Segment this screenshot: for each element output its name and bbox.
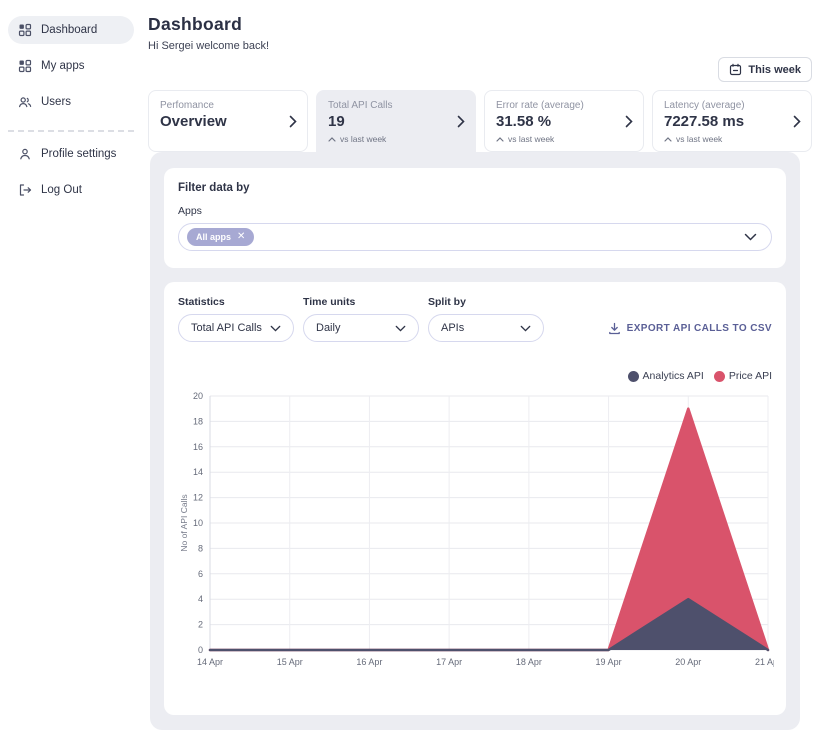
period-selector-button[interactable]: This week [718, 57, 812, 82]
export-csv-button[interactable]: EXPORT API CALLS TO CSV [608, 322, 772, 335]
sidebar-item-label: Profile settings [41, 148, 117, 160]
chevron-right-icon [793, 115, 801, 128]
grid-icon [18, 23, 32, 37]
svg-text:20 Apr: 20 Apr [675, 657, 701, 667]
sidebar-item-label: Users [41, 96, 72, 108]
filter-title: Filter data by [178, 182, 250, 194]
person-icon [18, 147, 32, 161]
svg-text:No of API Calls: No of API Calls [179, 494, 189, 551]
svg-text:14: 14 [193, 467, 203, 477]
legend-dot-price-api [713, 370, 725, 382]
api-calls-area-chart: 0 2 4 6 8 10 12 14 16 18 20 14 Apr 15 Apr 16 Apr 17 Ap… [179, 391, 774, 667]
legend-item-analytics-api: Analytics API [627, 370, 704, 382]
svg-text:15 Apr: 15 Apr [277, 657, 303, 667]
stat-card-label: Latency (average) [664, 100, 745, 111]
svg-text:8: 8 [198, 543, 203, 553]
download-icon [608, 322, 621, 335]
caret-up-icon [496, 136, 504, 142]
stat-card-value: 7227.58 ms [664, 113, 745, 130]
stat-card-trend: vs last week [664, 134, 785, 144]
svg-text:16: 16 [193, 442, 203, 452]
users-icon [18, 95, 32, 109]
sidebar: Dashboard My apps Users Profile settings [0, 8, 142, 204]
sidebar-item-log-out[interactable]: Log Out [8, 176, 134, 204]
statistics-card: Statistics Total API Calls Time units Da… [164, 282, 786, 715]
svg-text:18: 18 [193, 416, 203, 426]
chevron-down-icon [520, 325, 531, 332]
split-by-label: Split by [428, 296, 466, 308]
grid-icon [18, 59, 32, 73]
svg-text:16 Apr: 16 Apr [356, 657, 382, 667]
stat-card-performance[interactable]: Perfomance Overview [148, 90, 308, 152]
filter-card: Filter data by Apps All apps ✕ [164, 168, 786, 268]
svg-text:18 Apr: 18 Apr [516, 657, 542, 667]
sidebar-item-profile-settings[interactable]: Profile settings [8, 140, 134, 168]
stat-card-total-api-calls[interactable]: Total API Calls 19 vs last week [316, 90, 476, 158]
welcome-message: Hi Sergei welcome back! [148, 40, 270, 52]
stat-card-latency[interactable]: Latency (average) 7227.58 ms vs last wee… [652, 90, 812, 152]
calendar-icon [729, 63, 742, 76]
svg-text:12: 12 [193, 493, 203, 503]
svg-text:4: 4 [198, 594, 203, 604]
stat-card-error-rate[interactable]: Error rate (average) 31.58 % vs last wee… [484, 90, 644, 152]
chevron-down-icon [395, 325, 406, 332]
statistics-control: Statistics Total API Calls [178, 296, 294, 342]
chevron-down-icon [270, 325, 281, 332]
svg-text:0: 0 [198, 645, 203, 655]
sidebar-item-my-apps[interactable]: My apps [8, 52, 134, 80]
caret-up-icon [328, 136, 336, 142]
chart-legend: Analytics API Price API [178, 370, 772, 382]
sidebar-item-users[interactable]: Users [8, 88, 134, 116]
export-csv-label: EXPORT API CALLS TO CSV [626, 323, 772, 334]
svg-text:2: 2 [198, 620, 203, 630]
split-by-control: Split by APIs [428, 296, 544, 342]
stat-card-label: Perfomance [160, 100, 214, 111]
sidebar-divider [8, 130, 134, 132]
apps-filter-label: Apps [178, 205, 202, 217]
chevron-right-icon [457, 115, 465, 128]
chevron-right-icon [289, 115, 297, 128]
period-selector-label: This week [748, 63, 801, 76]
selected-app-chip: All apps ✕ [187, 228, 255, 246]
time-units-control: Time units Daily [303, 296, 419, 342]
page-title: Dashboard [148, 14, 243, 34]
stat-card-label: Error rate (average) [496, 100, 584, 111]
sidebar-item-label: Log Out [41, 184, 82, 196]
logout-icon [18, 183, 32, 197]
stat-card-label: Total API Calls [328, 100, 393, 111]
legend-dot-analytics-api [627, 370, 639, 382]
statistics-label: Statistics [178, 296, 225, 308]
chevron-down-icon [744, 233, 757, 241]
sidebar-item-dashboard[interactable]: Dashboard [8, 16, 134, 44]
sidebar-item-label: My apps [41, 60, 85, 72]
stat-card-trend: vs last week [496, 134, 617, 144]
svg-text:17 Apr: 17 Apr [436, 657, 462, 667]
stat-cards-row: Perfomance Overview Total API Calls 19 v… [148, 90, 812, 158]
time-units-select[interactable]: Daily [303, 314, 419, 342]
stat-card-value: 19 [328, 113, 345, 130]
legend-item-price-api: Price API [713, 370, 772, 382]
remove-chip-icon[interactable]: ✕ [237, 231, 246, 242]
svg-text:10: 10 [193, 518, 203, 528]
time-units-label: Time units [303, 296, 356, 308]
dropdown-group: Statistics Total API Calls Time units Da… [178, 296, 544, 342]
svg-text:6: 6 [198, 569, 203, 579]
sidebar-item-label: Dashboard [41, 24, 98, 36]
apps-filter-select[interactable]: All apps ✕ [178, 223, 772, 251]
caret-up-icon [664, 136, 672, 142]
stat-card-value: 31.58 % [496, 113, 552, 130]
chevron-right-icon [625, 115, 633, 128]
svg-text:19 Apr: 19 Apr [596, 657, 622, 667]
dashboard-content-panel: Filter data by Apps All apps ✕ Statistic… [150, 152, 800, 730]
split-by-select[interactable]: APIs [428, 314, 544, 342]
stat-card-value: Overview [160, 113, 227, 130]
svg-text:20: 20 [193, 391, 203, 401]
svg-text:14 Apr: 14 Apr [197, 657, 223, 667]
svg-text:21 Apr: 21 Apr [755, 657, 774, 667]
stat-card-trend: vs last week [328, 134, 449, 144]
chart-controls-row: Statistics Total API Calls Time units Da… [178, 296, 772, 342]
statistics-select[interactable]: Total API Calls [178, 314, 294, 342]
